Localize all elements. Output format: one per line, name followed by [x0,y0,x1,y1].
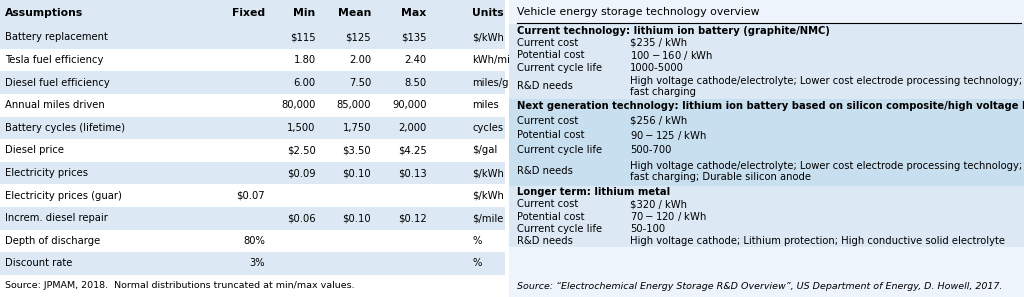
Text: 80,000: 80,000 [282,100,315,110]
Text: 1,750: 1,750 [343,123,371,133]
Text: Min: Min [293,8,315,18]
Text: 8.50: 8.50 [404,78,427,88]
Text: Diesel fuel efficiency: Diesel fuel efficiency [5,78,110,88]
Text: Current cost: Current cost [517,38,578,48]
Text: $320 / kWh: $320 / kWh [630,199,687,209]
Text: Current cost: Current cost [517,116,578,126]
Text: Increm. diesel repair: Increm. diesel repair [5,213,108,223]
Text: $/kWh: $/kWh [472,191,504,201]
Text: Current cycle life: Current cycle life [517,145,602,155]
Text: 1,500: 1,500 [287,123,315,133]
Text: Potential cost: Potential cost [517,50,584,60]
Text: $4.25: $4.25 [398,146,427,155]
Text: %: % [472,236,481,246]
Text: 1.80: 1.80 [294,55,315,65]
Text: 80%: 80% [243,236,265,246]
Text: 2.40: 2.40 [404,55,427,65]
Text: $/kWh: $/kWh [472,32,504,42]
Text: Current cycle life: Current cycle life [517,63,602,73]
Text: Max: Max [401,8,427,18]
Text: 85,000: 85,000 [337,100,371,110]
Text: $90-$125 / kWh: $90-$125 / kWh [630,129,707,142]
Text: Potential cost: Potential cost [517,130,584,140]
Text: miles/gal: miles/gal [472,78,517,88]
Text: $0.06: $0.06 [287,213,315,223]
Text: Longer term: lithium metal: Longer term: lithium metal [517,187,670,197]
Bar [0,71,505,94]
Text: High voltage cathode/electrolyte; Lower cost electrode processing technology; Ex: High voltage cathode/electrolyte; Lower … [630,161,1024,182]
Text: Electricity prices (guar): Electricity prices (guar) [5,191,122,201]
Text: $2.50: $2.50 [287,146,315,155]
Text: Vehicle energy storage technology overview: Vehicle energy storage technology overvi… [517,7,759,17]
Text: Mean: Mean [338,8,371,18]
Text: miles: miles [472,100,499,110]
Text: $125: $125 [345,32,371,42]
Text: $256 / kWh: $256 / kWh [630,116,687,126]
Text: 3%: 3% [250,258,265,268]
Bar [509,24,1024,99]
Bar [0,162,505,184]
Bar [0,26,505,49]
Text: $0.10: $0.10 [342,168,371,178]
Text: Depth of discharge: Depth of discharge [5,236,100,246]
Text: R&D needs: R&D needs [517,236,572,246]
Text: R&D needs: R&D needs [517,81,572,91]
Text: 2.00: 2.00 [349,55,371,65]
Text: High voltage cathode; Lithium protection; High conductive solid electrolyte: High voltage cathode; Lithium protection… [630,236,1005,246]
Bar [509,99,1024,186]
Text: R&D needs: R&D needs [517,166,572,176]
Text: Units: Units [472,8,504,18]
Bar [0,0,505,26]
Text: Diesel price: Diesel price [5,146,65,155]
Text: $/kWh: $/kWh [472,168,504,178]
Text: Electricity prices: Electricity prices [5,168,88,178]
Text: Annual miles driven: Annual miles driven [5,100,104,110]
Text: Tesla fuel efficiency: Tesla fuel efficiency [5,55,103,65]
Text: Source: “Electrochemical Energy Storage R&D Overview”, US Department of Energy, : Source: “Electrochemical Energy Storage … [517,282,1002,291]
Text: $0.09: $0.09 [287,168,315,178]
Text: Fixed: Fixed [231,8,265,18]
Text: $115: $115 [290,32,315,42]
Text: 6.00: 6.00 [294,78,315,88]
Text: 500-700: 500-700 [630,145,672,155]
Text: $135: $135 [401,32,427,42]
Bar [509,186,1024,247]
Text: 7.50: 7.50 [349,78,371,88]
Text: 50-100: 50-100 [630,224,666,234]
Text: $/gal: $/gal [472,146,498,155]
Text: $70-$120 / kWh: $70-$120 / kWh [630,210,707,223]
Text: 1000-5000: 1000-5000 [630,63,684,73]
Text: Next generation technology: lithium ion battery based on silicon composite/high : Next generation technology: lithium ion … [517,101,1024,111]
Text: Battery cycles (lifetime): Battery cycles (lifetime) [5,123,125,133]
Text: Discount rate: Discount rate [5,258,73,268]
Text: Source: JPMAM, 2018.  Normal distributions truncated at min/max values.: Source: JPMAM, 2018. Normal distribution… [5,281,354,290]
Bar [0,207,505,230]
Text: $0.12: $0.12 [398,213,427,223]
Text: $3.50: $3.50 [342,146,371,155]
Text: kWh/miles: kWh/miles [472,55,524,65]
Text: $0.07: $0.07 [237,191,265,201]
Bar [0,116,505,139]
Text: Current cost: Current cost [517,199,578,209]
Text: cycles: cycles [472,123,503,133]
Text: $0.13: $0.13 [398,168,427,178]
Text: $/mile: $/mile [472,213,504,223]
Text: Potential cost: Potential cost [517,211,584,222]
Text: Assumptions: Assumptions [5,8,83,18]
Text: Current technology: lithium ion battery (graphite/NMC): Current technology: lithium ion battery … [517,26,829,36]
Text: %: % [472,258,481,268]
Text: 2,000: 2,000 [398,123,427,133]
Text: $100-$160 / kWh: $100-$160 / kWh [630,49,714,62]
Text: 90,000: 90,000 [392,100,427,110]
Text: High voltage cathode/electrolyte; Lower cost electrode processing technology; Ex: High voltage cathode/electrolyte; Lower … [630,76,1024,97]
Text: Current cycle life: Current cycle life [517,224,602,234]
Bar [0,252,505,275]
Text: $235 / kWh: $235 / kWh [630,38,687,48]
Text: $0.10: $0.10 [342,213,371,223]
Text: Battery replacement: Battery replacement [5,32,108,42]
